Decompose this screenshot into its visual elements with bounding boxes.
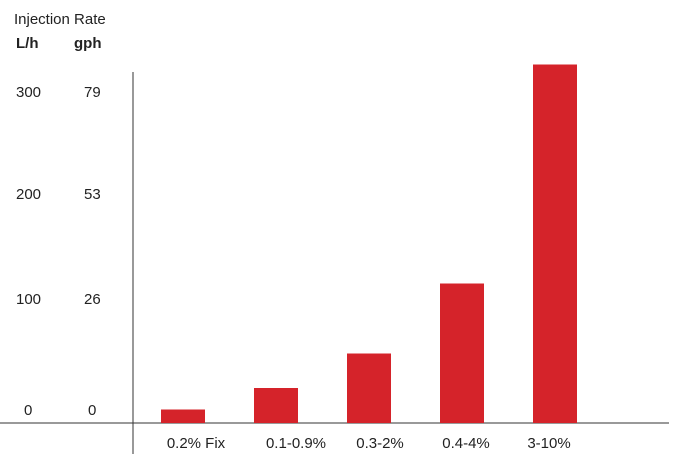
bar-3 xyxy=(347,353,391,423)
y-tick-primary: 0 xyxy=(24,402,32,419)
bar-5 xyxy=(533,64,577,423)
x-tick-label: 0.1-0.9% xyxy=(266,435,326,452)
x-tick-labels: 0.2% Fix 0.1-0.9% 0.3-2% 0.4-4% 3-10% xyxy=(167,435,571,452)
y-tick-primary: 200 xyxy=(16,186,41,203)
x-tick-label: 0.4-4% xyxy=(442,435,490,452)
x-tick-label: 0.3-2% xyxy=(356,435,404,452)
y-tick-secondary: 0 xyxy=(88,402,96,419)
y-axis-unit-primary: L/h xyxy=(16,35,39,52)
x-tick-label: 3-10% xyxy=(527,435,570,452)
y-tick-secondary: 26 xyxy=(84,291,101,308)
bar-2 xyxy=(254,388,298,423)
y-axis-unit-secondary: gph xyxy=(74,35,102,52)
y-tick-primary: 100 xyxy=(16,291,41,308)
bar-1 xyxy=(161,409,205,423)
y-axis-header: Injection Rate L/h gph xyxy=(14,11,106,52)
x-tick-label: 0.2% Fix xyxy=(167,435,226,452)
y-axis-title: Injection Rate xyxy=(14,11,106,28)
bar-4 xyxy=(440,283,484,423)
y-tick-secondary: 79 xyxy=(84,84,101,101)
y-tick-labels: 300 79 200 53 100 26 0 0 xyxy=(16,84,101,419)
y-tick-primary: 300 xyxy=(16,84,41,101)
bars-group xyxy=(161,64,577,423)
y-tick-secondary: 53 xyxy=(84,186,101,203)
